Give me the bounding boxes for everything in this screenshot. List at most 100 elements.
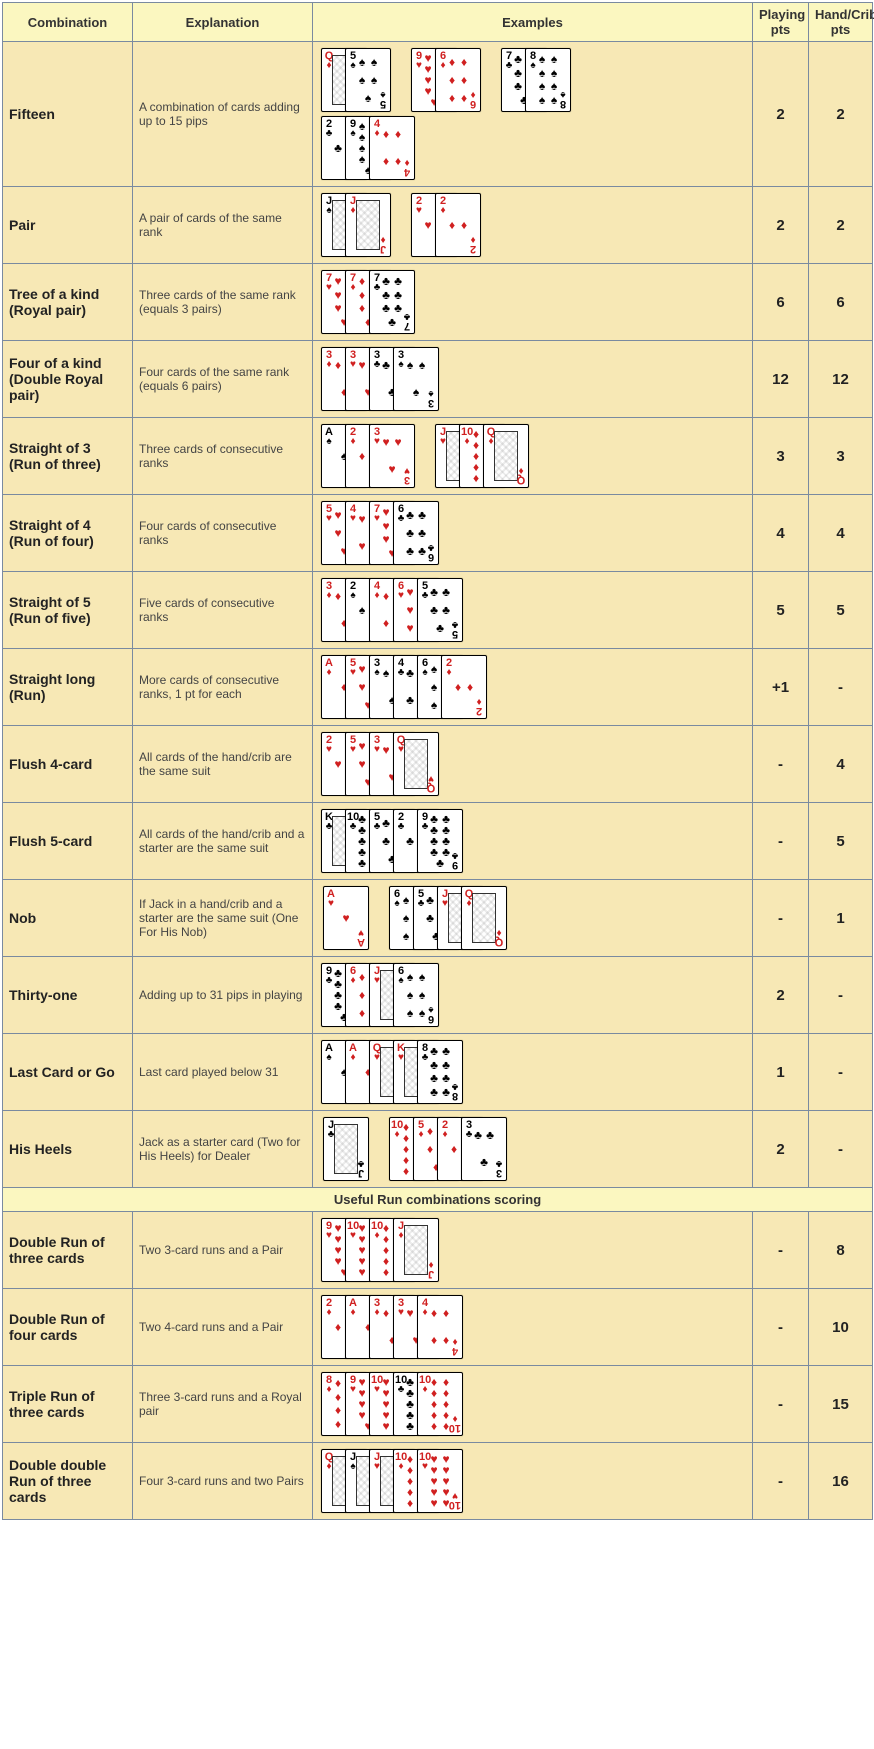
playing-card: Q♦Q♦	[461, 886, 507, 950]
combination-examples: J♠J♠J♦J♦ 2♥♥♥2♥2♦♦♦2♦	[313, 187, 753, 264]
table-body-section: Double Run of three cardsTwo 3-card runs…	[3, 1212, 873, 1520]
combination-explanation: A pair of cards of the same rank	[133, 187, 313, 264]
combination-name: Double Run of three cards	[3, 1212, 133, 1289]
table-row: Flush 4-cardAll cards of the hand/crib a…	[3, 726, 873, 803]
col-header-hand-crib-pts: Hand/Crib pts	[809, 3, 873, 42]
playing-points: 2	[753, 42, 809, 187]
col-header-explanation: Explanation	[133, 3, 313, 42]
hand-crib-points: 6	[809, 264, 873, 341]
table-row: Thirty-oneAdding up to 31 pips in playin…	[3, 957, 873, 1034]
hand-crib-points: 5	[809, 803, 873, 880]
card-set: A♠♠A♠A♦♦A♦Q♥Q♥K♥K♥8♣♣♣♣♣♣♣♣♣8♣	[321, 1040, 463, 1104]
playing-points: +1	[753, 649, 809, 726]
card-set: 8♦♦♦♦♦♦♦♦♦8♦9♥♥♥♥♥♥♥♥♥♥9♥10♥♥♥♥♥♥♥♥♥♥♥10…	[321, 1372, 463, 1436]
playing-card: J♦J♦	[393, 1218, 439, 1282]
combination-explanation: Jack as a starter card (Two for His Heel…	[133, 1111, 313, 1188]
card-set: 10♦♦♦♦♦♦♦♦♦♦♦10♦5♦♦♦♦♦♦5♦2♦♦♦2♦3♣♣♣♣3♣	[389, 1117, 507, 1181]
card-set: Q♦Q♦5♠♠♠♠♠♠5♠	[321, 48, 391, 112]
hand-crib-points: 2	[809, 187, 873, 264]
combination-examples: 2♦♦♦2♦A♦♦A♦3♦♦♦♦3♦3♥♥♥♥3♥4♦♦♦♦♦4♦	[313, 1289, 753, 1366]
combination-examples: A♠♠A♠2♦♦♦2♦3♥♥♥♥3♥J♥J♥10♦♦♦♦♦♦♦♦♦♦♦10♦Q♦…	[313, 418, 753, 495]
combination-examples: 3♦♦♦♦3♦2♠♠♠2♠4♦♦♦♦♦4♦6♥♥♥♥♥♥♥6♥5♣♣♣♣♣♣5♣	[313, 572, 753, 649]
playing-points: 12	[753, 341, 809, 418]
combination-examples: A♥♥A♥ 6♠♠♠♠♠♠♠6♠5♣♣♣♣♣♣5♣J♥J♥Q♦Q♦	[313, 880, 753, 957]
col-header-playing-pts: Playing pts	[753, 3, 809, 42]
playing-card: 9♣♣♣♣♣♣♣♣♣♣9♣	[417, 809, 463, 873]
combination-examples: 3♦♦♦♦3♦3♥♥♥♥3♥3♣♣♣♣3♣3♠♠♠♠3♠	[313, 341, 753, 418]
combination-examples: Q♦Q♦J♠J♠J♥J♥10♦♦♦♦♦♦♦♦♦♦♦10♦10♥♥♥♥♥♥♥♥♥♥…	[313, 1443, 753, 1520]
playing-card: Q♥Q♥	[393, 732, 439, 796]
hand-crib-points: 1	[809, 880, 873, 957]
hand-crib-points: -	[809, 1111, 873, 1188]
combination-examples: 8♦♦♦♦♦♦♦♦♦8♦9♥♥♥♥♥♥♥♥♥♥9♥10♥♥♥♥♥♥♥♥♥♥♥10…	[313, 1366, 753, 1443]
section-header: Useful Run combinations scoring	[3, 1188, 873, 1212]
playing-points: 2	[753, 957, 809, 1034]
combination-examples: 9♣♣♣♣♣♣♣♣♣♣9♣6♦♦♦♦♦♦♦6♦J♥J♥6♠♠♠♠♠♠♠6♠	[313, 957, 753, 1034]
playing-card: 8♠♠♠♠♠♠♠♠♠8♠	[525, 48, 571, 112]
combination-explanation: If Jack in a hand/crib and a starter are…	[133, 880, 313, 957]
playing-points: 5	[753, 572, 809, 649]
combination-examples: 5♥♥♥♥♥♥5♥4♥♥♥♥♥4♥7♥♥♥♥♥♥♥♥7♥6♣♣♣♣♣♣♣6♣	[313, 495, 753, 572]
hand-crib-points: 5	[809, 572, 873, 649]
combination-examples: 7♥♥♥♥♥♥♥♥7♥7♦♦♦♦♦♦♦♦7♦7♣♣♣♣♣♣♣♣7♣	[313, 264, 753, 341]
table-header: Combination Explanation Examples Playing…	[3, 3, 873, 42]
card-set: 3♦♦♦♦3♦2♠♠♠2♠4♦♦♦♦♦4♦6♥♥♥♥♥♥♥6♥5♣♣♣♣♣♣5♣	[321, 578, 463, 642]
playing-points: 3	[753, 418, 809, 495]
combination-name: Last Card or Go	[3, 1034, 133, 1111]
card-set: J♠J♠J♦J♦	[321, 193, 391, 257]
playing-card: 10♥♥♥♥♥♥♥♥♥♥♥10♥	[417, 1449, 463, 1513]
combination-examples: J♣J♣10♦♦♦♦♦♦♦♦♦♦♦10♦5♦♦♦♦♦♦5♦2♦♦♦2♦3♣♣♣♣…	[313, 1111, 753, 1188]
table-row: Triple Run of three cardsThree 3-card ru…	[3, 1366, 873, 1443]
playing-card: 6♠♠♠♠♠♠♠6♠	[393, 963, 439, 1027]
playing-points: -	[753, 1443, 809, 1520]
table-row: NobIf Jack in a hand/crib and a starter …	[3, 880, 873, 957]
playing-card: Q♦Q♦	[483, 424, 529, 488]
table-row: Straight of 3 (Run of three)Three cards …	[3, 418, 873, 495]
playing-card: 10♦♦♦♦♦♦♦♦♦♦♦10♦	[417, 1372, 463, 1436]
card-set: A♥♥A♥	[321, 886, 369, 950]
playing-card: 7♣♣♣♣♣♣♣♣7♣	[369, 270, 415, 334]
combination-explanation: Three cards of consecutive ranks	[133, 418, 313, 495]
combination-examples: A♠♠A♠A♦♦A♦Q♥Q♥K♥K♥8♣♣♣♣♣♣♣♣♣8♣	[313, 1034, 753, 1111]
hand-crib-points: 8	[809, 1212, 873, 1289]
hand-crib-points: -	[809, 1034, 873, 1111]
playing-points: -	[753, 803, 809, 880]
combination-name: Flush 5-card	[3, 803, 133, 880]
playing-points: -	[753, 880, 809, 957]
playing-card: 8♣♣♣♣♣♣♣♣♣8♣	[417, 1040, 463, 1104]
hand-crib-points: 4	[809, 726, 873, 803]
table-row: Straight of 5 (Run of five)Five cards of…	[3, 572, 873, 649]
combination-name: Tree of a kind (Royal pair)	[3, 264, 133, 341]
playing-card: 3♠♠♠♠3♠	[393, 347, 439, 411]
card-set: A♦♦A♦5♥♥♥♥♥♥5♥3♠♠♠♠3♠4♣♣♣♣♣4♣6♠♠♠♠♠♠♠6♠2…	[321, 655, 487, 719]
col-header-examples: Examples	[313, 3, 753, 42]
playing-points: 4	[753, 495, 809, 572]
combination-name: His Heels	[3, 1111, 133, 1188]
table-row: Last Card or GoLast card played below 31…	[3, 1034, 873, 1111]
table-section-header-row: Useful Run combinations scoring	[3, 1188, 873, 1212]
card-set: K♣K♣10♣♣♣♣♣♣♣♣♣♣♣10♣5♣♣♣♣♣♣5♣2♣♣♣2♣9♣♣♣♣…	[321, 809, 463, 873]
playing-card: J♦J♦	[345, 193, 391, 257]
combination-examples: 9♥♥♥♥♥♥♥♥♥♥9♥10♥♥♥♥♥♥♥♥♥♥♥10♥10♦♦♦♦♦♦♦♦♦…	[313, 1212, 753, 1289]
playing-card: 4♦♦♦♦♦4♦	[369, 116, 415, 180]
playing-points: 2	[753, 1111, 809, 1188]
table-body-main: FifteenA combination of cards adding up …	[3, 42, 873, 1188]
hand-crib-points: 10	[809, 1289, 873, 1366]
playing-card: 6♦♦♦♦♦♦♦6♦	[435, 48, 481, 112]
table-row: PairA pair of cards of the same rankJ♠J♠…	[3, 187, 873, 264]
playing-points: -	[753, 726, 809, 803]
playing-points: -	[753, 1289, 809, 1366]
playing-card: 4♦♦♦♦♦4♦	[417, 1295, 463, 1359]
combination-explanation: Four cards of the same rank (equals 6 pa…	[133, 341, 313, 418]
playing-points: 2	[753, 187, 809, 264]
card-set: 7♣♣♣♣♣♣♣♣7♣8♠♠♠♠♠♠♠♠♠8♠	[501, 48, 571, 112]
combination-explanation: All cards of the hand/crib are the same …	[133, 726, 313, 803]
card-set: Q♦Q♦J♠J♠J♥J♥10♦♦♦♦♦♦♦♦♦♦♦10♦10♥♥♥♥♥♥♥♥♥♥…	[321, 1449, 463, 1513]
playing-card: 6♣♣♣♣♣♣♣6♣	[393, 501, 439, 565]
playing-card: 3♥♥♥♥3♥	[369, 424, 415, 488]
card-set: 2♥♥♥2♥2♦♦♦2♦	[411, 193, 481, 257]
combination-examples: Q♦Q♦5♠♠♠♠♠♠5♠9♥♥♥♥♥♥♥♥♥♥9♥6♦♦♦♦♦♦♦6♦7♣♣♣…	[313, 42, 753, 187]
card-set: 6♠♠♠♠♠♠♠6♠5♣♣♣♣♣♣5♣J♥J♥Q♦Q♦	[389, 886, 507, 950]
card-set: J♥J♥10♦♦♦♦♦♦♦♦♦♦♦10♦Q♦Q♦	[435, 424, 529, 488]
combination-explanation: Five cards of consecutive ranks	[133, 572, 313, 649]
